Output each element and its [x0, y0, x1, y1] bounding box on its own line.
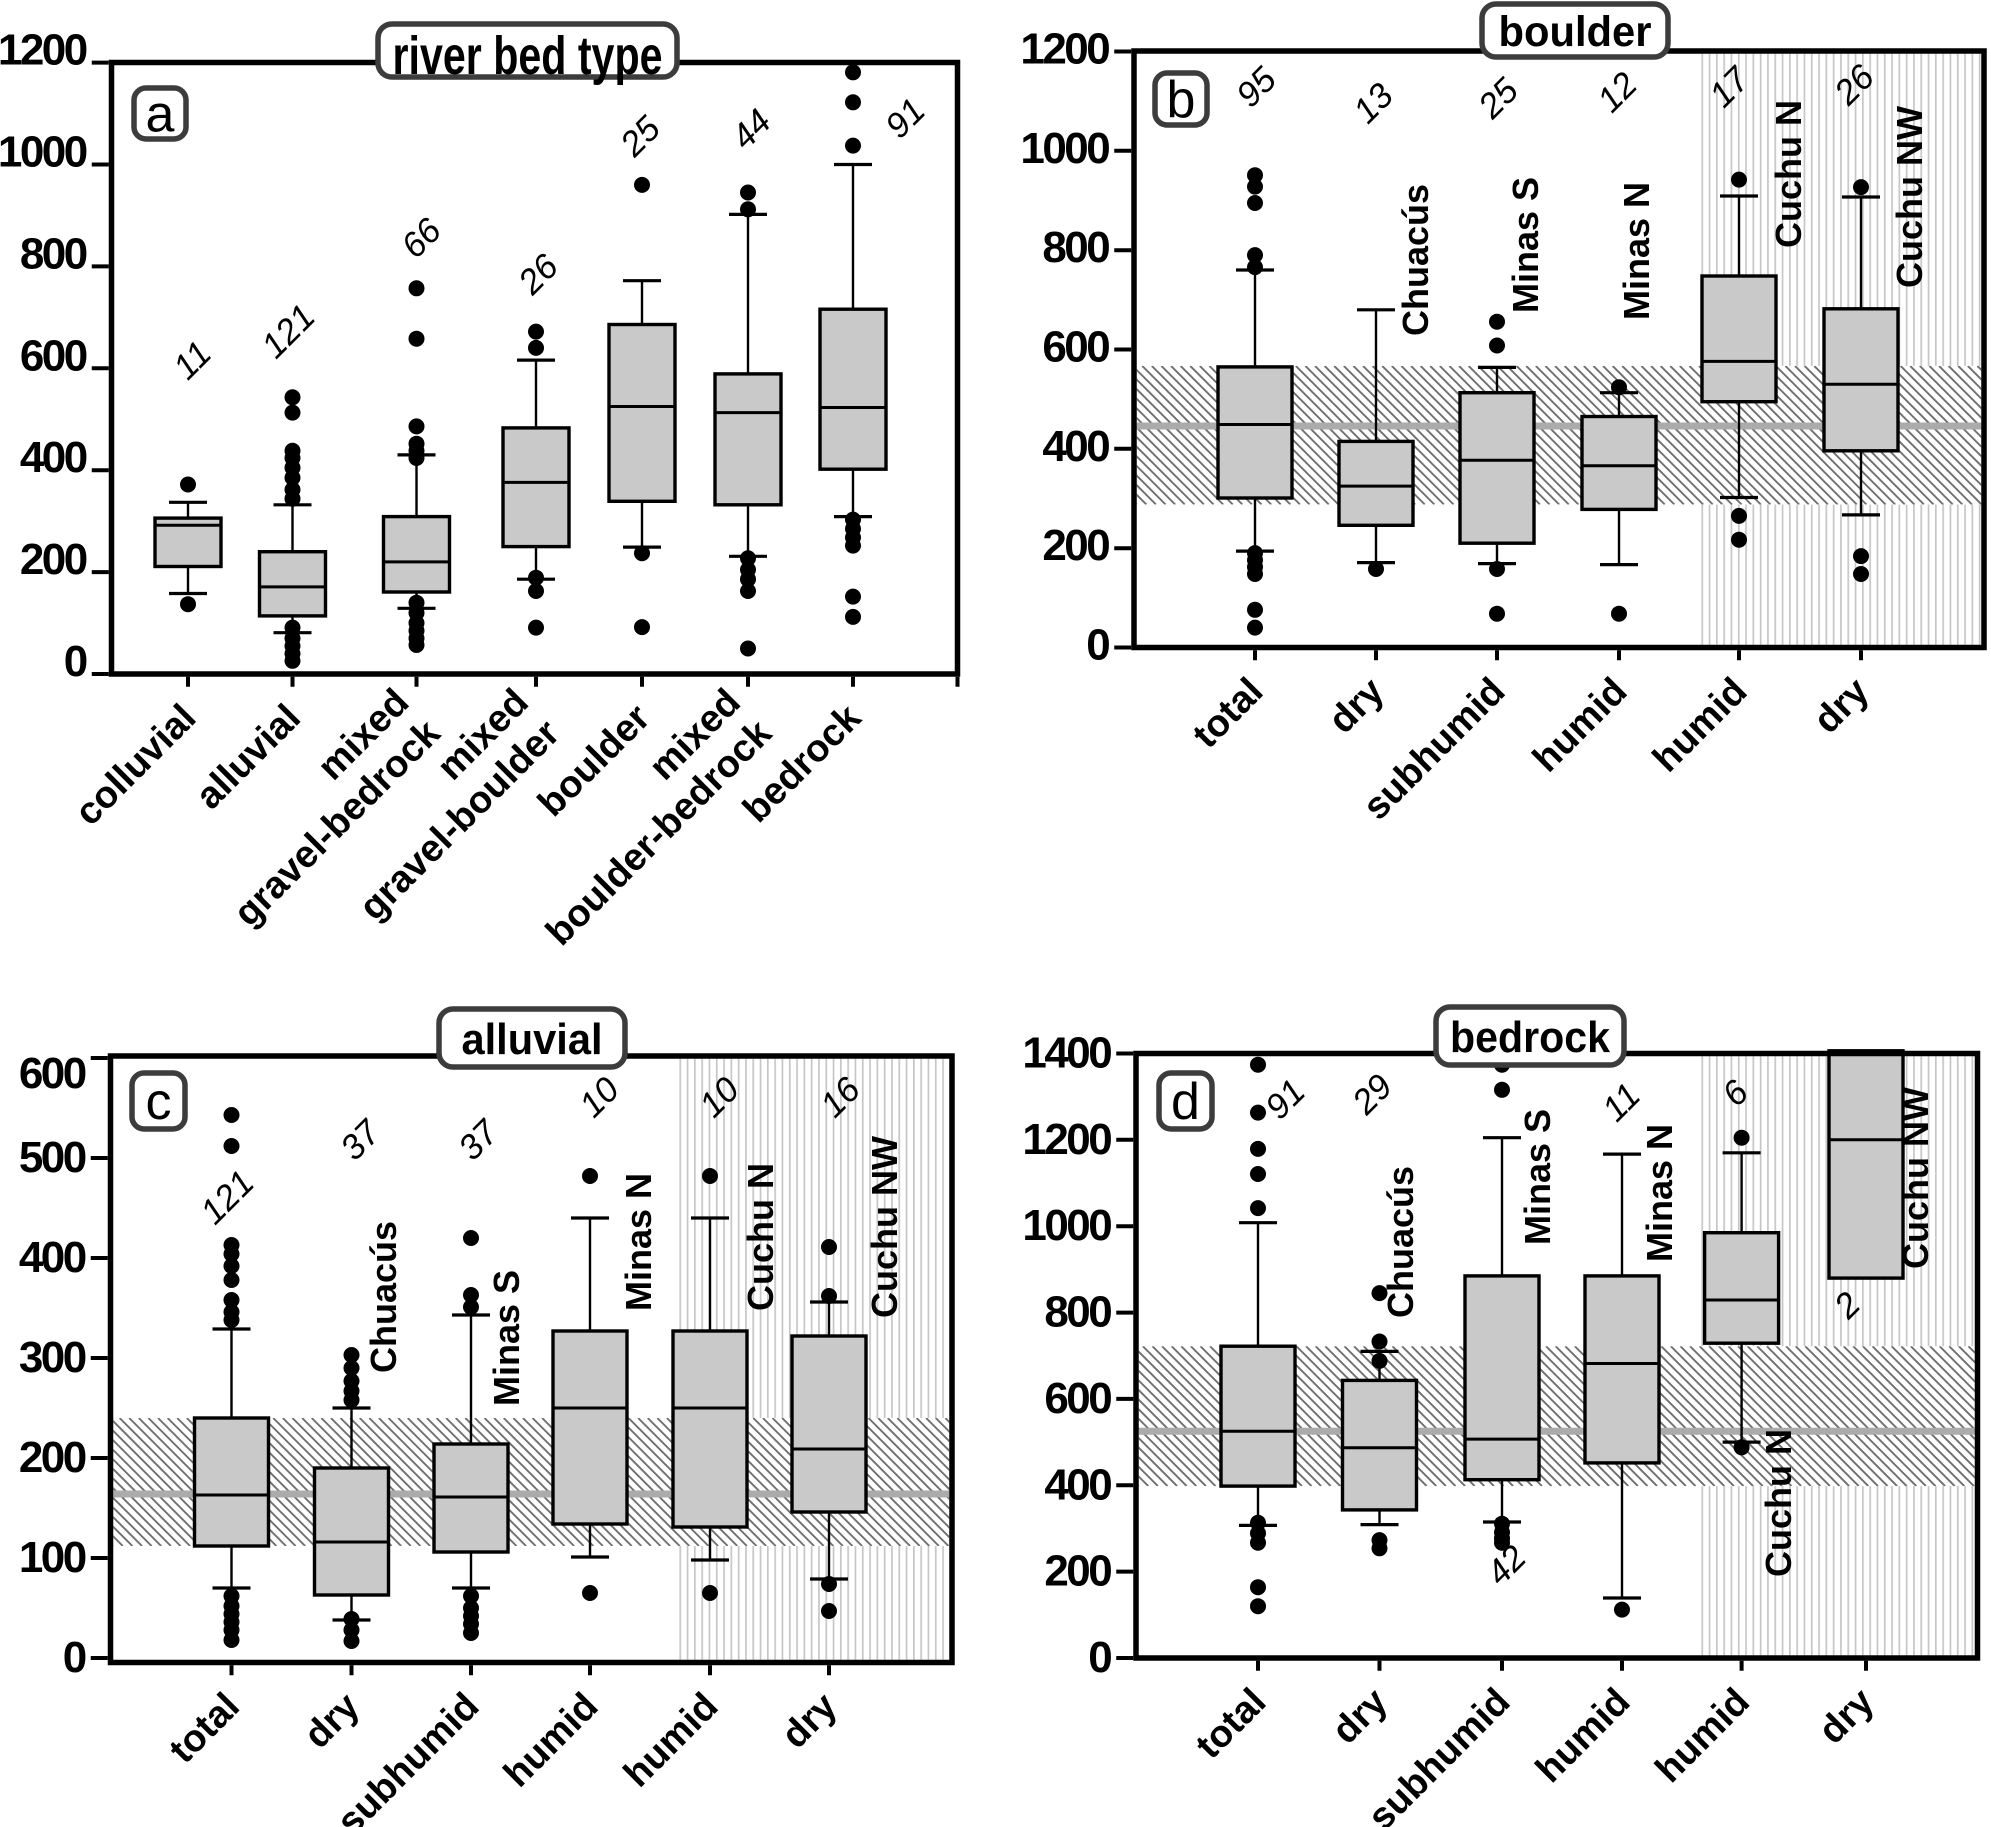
svg-text:0: 0 [63, 1633, 86, 1682]
svg-text:200: 200 [1044, 1547, 1111, 1596]
svg-text:800: 800 [1044, 1288, 1111, 1337]
svg-text:bedrock: bedrock [1450, 1013, 1610, 1062]
svg-text:600: 600 [1044, 1374, 1111, 1423]
svg-text:Chuacús: Chuacús [1380, 1166, 1421, 1318]
svg-text:Minas N: Minas N [1616, 182, 1657, 320]
svg-text:400: 400 [19, 1233, 86, 1282]
svg-text:Chuacús: Chuacús [363, 1221, 404, 1373]
svg-text:c: c [146, 1073, 172, 1131]
svg-text:Minas N: Minas N [618, 1173, 659, 1311]
svg-text:1200: 1200 [1020, 25, 1109, 74]
svg-text:0: 0 [64, 637, 87, 686]
svg-text:1200: 1200 [1022, 1115, 1111, 1164]
svg-text:Cuchu NW: Cuchu NW [1889, 106, 1930, 288]
svg-text:400: 400 [1042, 422, 1109, 471]
svg-text:800: 800 [20, 229, 87, 278]
svg-text:Minas N: Minas N [1639, 1124, 1680, 1262]
svg-text:Minas S: Minas S [1505, 177, 1546, 313]
svg-text:600: 600 [1042, 323, 1109, 372]
svg-text:Minas S: Minas S [1517, 1109, 1558, 1245]
svg-text:600: 600 [20, 331, 87, 380]
svg-text:Chuacús: Chuacús [1395, 184, 1436, 336]
svg-text:400: 400 [20, 433, 87, 482]
svg-text:1200: 1200 [0, 26, 87, 75]
svg-text:Cuchu N: Cuchu N [1758, 1429, 1799, 1577]
svg-text:0: 0 [1086, 621, 1109, 670]
svg-text:b: b [1167, 71, 1196, 129]
svg-text:Minas S: Minas S [486, 1270, 527, 1406]
svg-text:100: 100 [19, 1533, 86, 1582]
svg-text:500: 500 [19, 1133, 86, 1182]
svg-text:200: 200 [19, 1433, 86, 1482]
svg-text:a: a [146, 86, 175, 144]
svg-text:600: 600 [19, 1049, 86, 1098]
svg-text:0: 0 [1088, 1633, 1111, 1682]
svg-text:800: 800 [1042, 223, 1109, 272]
svg-text:river bed type: river bed type [393, 26, 663, 86]
svg-text:boulder: boulder [1499, 8, 1652, 56]
svg-text:400: 400 [1044, 1460, 1111, 1509]
svg-text:200: 200 [1042, 521, 1109, 570]
svg-text:1000: 1000 [1020, 124, 1109, 173]
svg-text:1000: 1000 [1022, 1201, 1111, 1250]
svg-text:Cuchu N: Cuchu N [740, 1163, 781, 1311]
svg-text:Cuchu NW: Cuchu NW [1895, 1087, 1936, 1269]
svg-text:alluvial: alluvial [462, 1015, 603, 1064]
svg-text:d: d [1171, 1073, 1200, 1131]
svg-text:200: 200 [20, 535, 87, 584]
svg-text:Cuchu NW: Cuchu NW [864, 1136, 905, 1318]
svg-text:300: 300 [19, 1333, 86, 1382]
svg-text:1400: 1400 [1022, 1029, 1111, 1078]
svg-text:1000: 1000 [0, 128, 87, 177]
svg-text:Cuchu N: Cuchu N [1768, 100, 1809, 248]
